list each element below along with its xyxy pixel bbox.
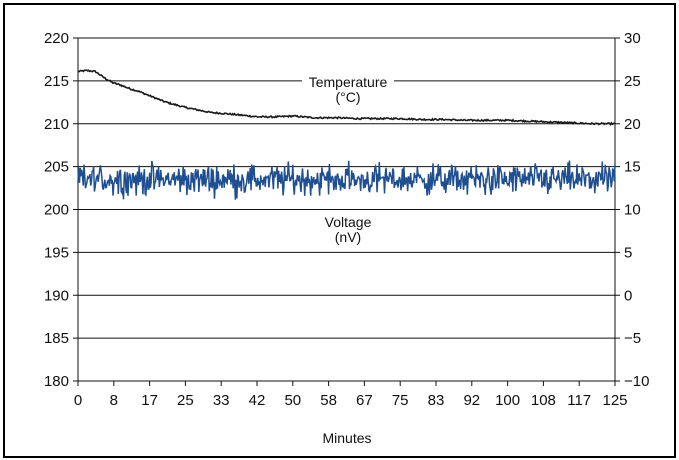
x-tick-label: 33 <box>213 392 230 409</box>
x-tick-label: 83 <box>428 392 445 409</box>
y-right-tick-label: 0 <box>624 287 632 304</box>
y-left-tick-label: 195 <box>44 244 69 261</box>
voltage-line <box>77 160 616 200</box>
x-tick-label: 100 <box>495 392 520 409</box>
x-tick-label: 108 <box>531 392 556 409</box>
x-tick-label: 17 <box>141 392 158 409</box>
series-lines <box>77 69 616 200</box>
y-right-tick-label: 10 <box>624 202 641 219</box>
annotation-labels: Temperature(°C) Voltage(nV) <box>302 74 394 245</box>
y-left-tick-label: 215 <box>44 73 69 90</box>
temperature-line <box>77 69 616 127</box>
x-axis-label: Minutes <box>322 430 371 446</box>
voltage-label: (nV) <box>335 229 361 245</box>
y-left-tick-label: 220 <box>44 30 69 47</box>
y-right-tick-label: 20 <box>624 116 641 133</box>
gridlines <box>78 37 615 339</box>
temperature-label-background <box>302 75 394 91</box>
x-tick-label: 8 <box>110 392 118 409</box>
y-left-tick-label: 200 <box>44 202 69 219</box>
y-right-tick-label: −10 <box>624 373 649 390</box>
x-tick-label: 50 <box>284 392 301 409</box>
x-tick-label: 42 <box>249 392 266 409</box>
y-left-tick-label: 210 <box>44 116 69 133</box>
temperature-label: Temperature <box>309 74 388 90</box>
y-left-tick-label: 180 <box>44 373 69 390</box>
temperature-label: (°C) <box>335 89 360 105</box>
x-tick-label: 92 <box>463 392 480 409</box>
y-right-tick-label: 5 <box>624 244 632 261</box>
tick-labels: 180185190195200205210215220−10−505101520… <box>44 30 649 409</box>
x-tick-label: 0 <box>74 392 82 409</box>
x-tick-label: 67 <box>356 392 373 409</box>
x-tick-label: 117 <box>567 392 591 409</box>
x-tick-label: 75 <box>392 392 409 409</box>
y-right-tick-label: −5 <box>624 330 641 347</box>
y-left-tick-label: 205 <box>44 159 69 176</box>
x-tick-label: 25 <box>177 392 194 409</box>
y-right-tick-label: 25 <box>624 73 641 90</box>
y-right-tick-label: 30 <box>624 30 641 47</box>
axes <box>73 37 620 386</box>
x-tick-label: 125 <box>602 392 627 409</box>
y-left-tick-label: 185 <box>44 330 69 347</box>
voltage-label: Voltage <box>325 214 372 230</box>
x-tick-label: 58 <box>320 392 337 409</box>
y-left-tick-label: 190 <box>44 287 69 304</box>
y-right-tick-label: 15 <box>624 159 641 176</box>
